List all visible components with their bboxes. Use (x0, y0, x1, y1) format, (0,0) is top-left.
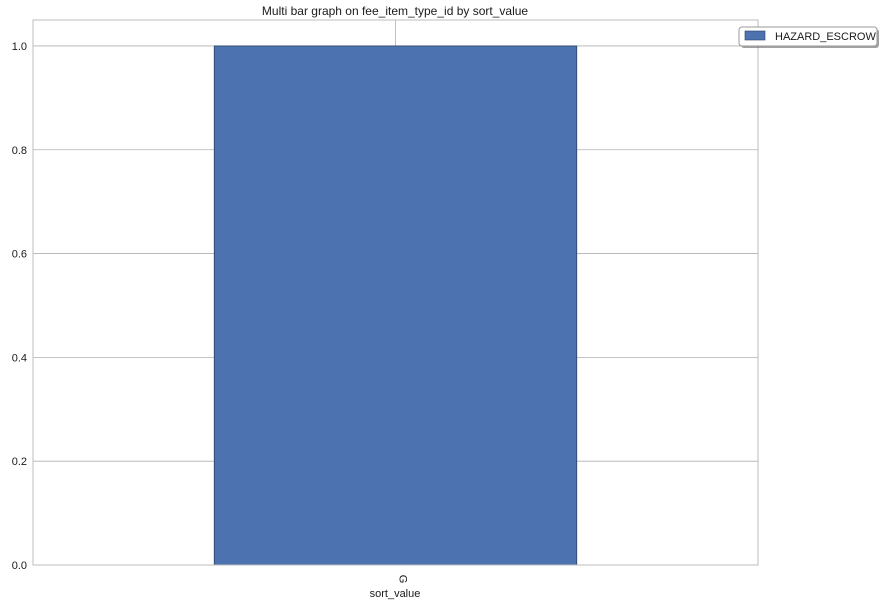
plot-frame (32, 19, 759, 566)
legend-label: HAZARD_ESCROW (775, 31, 876, 43)
chart-title: Multi bar graph on fee_item_type_id by s… (262, 4, 528, 18)
x-axis-title: sort_value (370, 588, 421, 600)
bars (213, 45, 578, 566)
legend: HAZARD_ESCROW (738, 26, 879, 48)
y-tick-label: 1.0 (12, 41, 27, 53)
legend-box (738, 26, 878, 47)
bar-G-HAZARD_ESCROW (213, 45, 578, 566)
y-tick-label: 0.8 (12, 145, 27, 157)
y-tick-label: 0.4 (12, 352, 27, 364)
legend-swatch (744, 30, 766, 41)
y-tick-label: 0.6 (12, 249, 27, 261)
y-axis-ticks: 0.0 0.2 0.4 0.6 0.8 1.0 (12, 41, 27, 572)
x-tick-label: G (397, 575, 409, 584)
y-tick-label: 0.0 (12, 560, 27, 572)
y-tick-label: 0.2 (12, 456, 27, 468)
x-axis-ticks: G (397, 575, 409, 584)
